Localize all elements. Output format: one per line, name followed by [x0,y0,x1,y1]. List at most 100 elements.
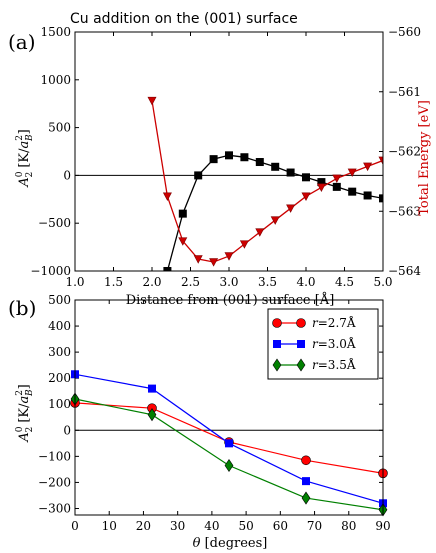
panel-b-ytick-label: 500 [48,293,71,307]
panel-b-xtick-label: 70 [307,519,322,533]
panel-a-series-1-point [332,174,342,184]
panel-b-series-2-point [147,408,157,422]
xlabel-b-unit: [degrees] [200,536,267,551]
panel-a-label: (a) [8,30,36,54]
panel-a-ytick-right-label: −564 [388,264,421,278]
legend-label-0-var: r [312,316,319,330]
legend-marker-0-b [296,318,306,328]
panel-a-series-0-point [363,191,372,200]
panel-a-series-0-point [302,173,310,182]
ylabel-b-var: A [17,432,32,442]
panel-b-ytick-label: −200 [38,475,71,489]
legend-box [267,308,379,380]
panel-a-xtick-label: 3.0 [219,275,238,289]
legend-marker-1-b [297,340,305,348]
panel-b: (b) 0 10 20 30 40 50 60 70 80 90−300−200−10001002… [8,293,391,551]
panel-a-series-1-line [151,100,383,263]
legend-marker-1 [273,340,281,348]
panel-b-series-2 [70,392,388,517]
panel-a-ytick-right-label: −561 [388,85,421,99]
panel-a-series-1-point [255,228,265,237]
panel-a-series-0 [163,151,383,271]
panel-b-ytick-label: 100 [48,397,71,411]
panel-a-series-1-point [347,168,357,178]
panel-b-xtick-label: 10 [102,519,117,533]
ylabel-a-unit-sub: B [25,134,35,142]
panel-a-ylabel-left: A02 [K/a2B] [15,129,35,187]
panel-a-series-1-point [301,192,311,201]
legend-marker-2-b [296,358,306,372]
panel-a-xtick-label: 4.0 [296,275,315,289]
ylabel-b-unit-pre: [K/ [17,403,32,427]
ylabel-b-sup: 0 [15,426,25,432]
panel-a-series-1-point [193,255,203,264]
panel-b-ylabel: A02 [K/a2B] [15,384,35,442]
panel-a-xtick-label: 3.5 [258,275,277,289]
panel-a-series-1 [147,96,383,267]
ylabel-b-unit-sub: B [25,389,35,397]
panel-a-ytick-label: −500 [38,216,71,230]
panel-b-xtick-label: 30 [170,519,185,533]
ylabel-a-sub: 2 [25,172,35,178]
panel-a-series-0-point [240,153,249,162]
panel-b-xtick-label: 60 [273,519,288,533]
panel-b-series-2-point [301,491,311,505]
panel-a: (a) Cu addition on the (001) surface 1.0… [8,11,432,308]
panel-a-series-0-point [209,155,218,164]
panel-a-series-1-point [286,204,296,213]
panel-a-frame [74,31,384,272]
panel-a-ytick-label: 0 [63,168,71,182]
legend-label-2-var: r [312,358,319,372]
panel-a-series-1-point [378,156,383,166]
xlabel-b-var: θ [193,536,201,551]
panel-a-ytick-right-label: −562 [388,145,421,159]
panel-a-series-0-point [332,182,341,191]
legend-label-2: r=3.5Å [312,357,356,372]
legend-marker-2 [272,358,282,372]
panel-b-ytick-label: 300 [48,345,71,359]
panel-a-ytick-label: 1500 [40,25,71,39]
panel-a-series-1-point [270,216,280,225]
panel-a-xtick-label: 2.0 [142,275,161,289]
panel-a-series-0-point [163,267,172,271]
legend-label-1-value: =3.0Å [318,336,356,351]
panel-a-ytick-right-label: −560 [388,25,421,39]
panel-b-series-1-point [148,384,156,393]
panel-a-ylabel-right: Total Energy [eV] [417,100,432,216]
panel-a-series-0-point [194,171,203,180]
panel-b-series-2-line [74,398,384,511]
panel-a-series-0-point [286,168,295,177]
panel-a-ytick-label: 500 [48,121,71,135]
panel-a-series-1-point [178,237,188,246]
legend-label-2-value: =3.5Å [318,357,356,372]
panel-a-series-1-point [209,258,219,267]
panel-b-label: (b) [8,296,36,320]
legend-marker-0 [272,318,282,328]
ylabel-a-unit-post: ] [17,129,32,134]
panel-b-xtick-label: 50 [238,519,253,533]
ylabel-a-var: A [17,177,32,187]
ylabel-b-unit-sup: 2 [15,390,25,396]
panel-a-series-1-point [316,183,326,192]
ylabel-a-unit-pre: [K/ [17,148,32,172]
panel-b-legend: r=2.7År=3.0År=3.5Å [267,308,379,380]
ylabel-b-sub: 2 [25,427,35,433]
panel-b-series-1-point [302,477,310,486]
panel-b-ytick-label: −300 [38,501,71,515]
panel-a-plot-area: 1.0 1.5 2.0 2.5 3.0 3.5 4.0 4.5 5.0 −1000 −500 0 500… [30,25,421,289]
panel-a-series-0-point [348,187,357,196]
panel-b-ytick-label: −100 [38,449,71,463]
panel-a-series-1-point [162,192,172,201]
panel-a-xtick-label: 5.0 [373,275,392,289]
ylabel-b-unit-post: ] [17,384,32,389]
panel-b-xtick-label: 40 [204,519,219,533]
panel-b-xtick-label: 0 [71,519,79,533]
panel-a-series-0-point [379,194,383,203]
panel-b-series-0-point [301,455,311,466]
legend-label-1-var: r [312,337,319,351]
legend-label-0-value: =2.7Å [318,315,356,330]
panel-b-ytick-label: 200 [48,371,71,385]
panel-a-series-0-point [271,162,280,171]
panel-a-series-1-point [224,252,234,261]
